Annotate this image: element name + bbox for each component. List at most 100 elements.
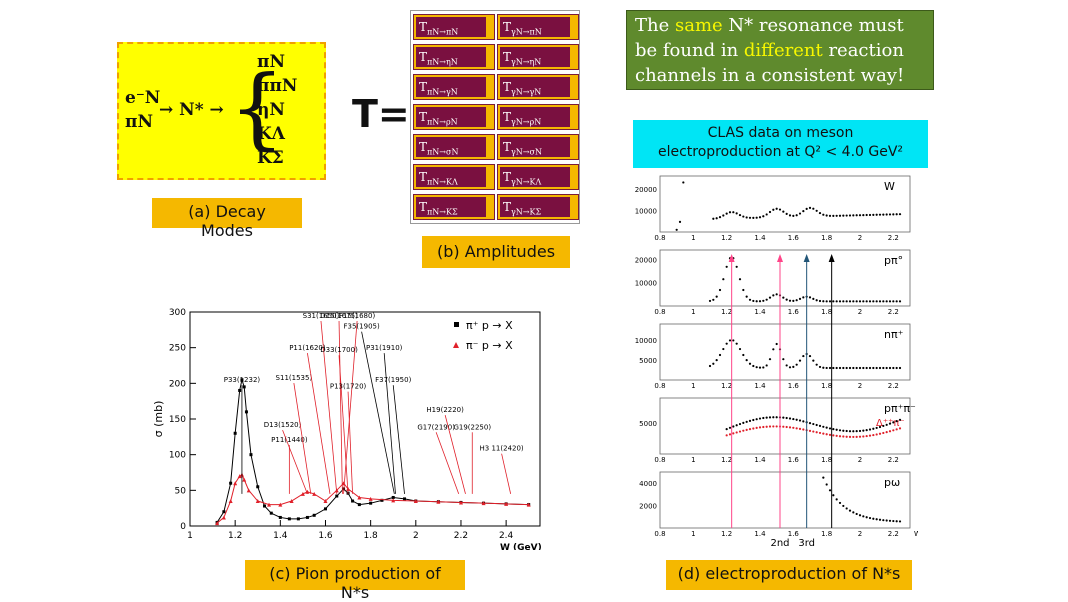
data-point (775, 207, 778, 210)
resonance-label: S11(1535) (276, 374, 313, 382)
panel-x-tick-label: 2.2 (888, 456, 899, 464)
data-point-pi-minus (242, 477, 247, 482)
resonance-label: G17(2190) (417, 423, 455, 431)
resonance-pointer (501, 453, 512, 494)
data-point-pi-minus (233, 481, 238, 486)
data-point (888, 366, 892, 370)
data-point (832, 366, 835, 370)
panel-y-tick-label: 5000 (639, 420, 657, 428)
data-point (862, 300, 865, 303)
data-point (852, 214, 855, 217)
data-point (768, 210, 772, 214)
data-point (802, 210, 805, 213)
panel-label: pω (884, 476, 900, 489)
resonance-marker-arrow (803, 254, 810, 262)
panel-x-tick-label: 1.6 (788, 530, 800, 538)
data-point (872, 517, 875, 520)
data-point (755, 366, 758, 369)
panel-label: pπ° (884, 254, 903, 267)
panel-x-tick-label: 1.4 (754, 308, 766, 316)
panel-x-tick-label: 2 (858, 382, 862, 390)
data-point-delta (845, 435, 848, 438)
data-point (838, 214, 842, 217)
data-point (748, 419, 752, 422)
data-point (835, 366, 838, 370)
data-point (842, 366, 845, 370)
data-point-pi-minus (305, 489, 310, 494)
data-point (745, 216, 748, 219)
panel-y-tick-label: 20000 (635, 186, 657, 194)
data-point-delta (842, 435, 845, 438)
amplitude-label: TγN→ηN (500, 47, 570, 67)
data-point (828, 366, 832, 370)
data-point (758, 417, 762, 420)
x-tick-label: 1.2 (228, 531, 242, 541)
data-point-delta (892, 429, 895, 432)
data-point (875, 366, 878, 370)
data-point-delta (828, 433, 832, 436)
data-point-pi-minus (368, 496, 373, 501)
data-point-delta (852, 435, 855, 439)
resonance-pointer (444, 415, 466, 494)
data-point (882, 519, 885, 522)
data-point (708, 299, 712, 303)
data-point (875, 213, 878, 216)
data-point (868, 213, 872, 217)
data-point (885, 423, 888, 426)
data-point-pi-minus (246, 488, 251, 493)
data-point-pi-minus (267, 502, 272, 507)
panel-x-tick-label: 1.6 (788, 308, 800, 316)
resonance-arrow: → N* → (159, 100, 224, 120)
channel-4: KΣ (257, 148, 284, 168)
panel-x-tick-label: 1.8 (821, 530, 832, 538)
statement-part-2: N* resonance must be found in (635, 15, 904, 61)
resonance-label: F15(1680) (339, 312, 375, 320)
data-point-pi-plus (296, 517, 300, 521)
data-point (838, 300, 842, 303)
data-point (768, 296, 772, 299)
caption-pion-production: (c) Pion production of N*s (245, 560, 465, 602)
data-point (775, 342, 778, 346)
data-point (732, 425, 735, 428)
data-point-delta (765, 425, 768, 428)
decay-modes-box: e⁻N πN → N* → { πN ππN ηN KΛ KΣ (117, 42, 326, 180)
data-point (845, 507, 848, 510)
data-point-pi-plus (238, 388, 242, 392)
data-point-pi-minus (481, 501, 486, 506)
data-point-delta (732, 432, 735, 435)
data-point (718, 216, 722, 219)
data-point (872, 213, 875, 216)
data-point (852, 300, 855, 303)
data-point (812, 359, 815, 362)
channel-3: KΛ (257, 124, 285, 144)
data-point-pi-minus (526, 502, 531, 507)
data-point (858, 214, 862, 217)
panel-x-tick-label: 1.8 (821, 234, 832, 242)
data-point (832, 300, 835, 303)
data-point (895, 366, 898, 370)
panel-x-tick-label: 1.8 (821, 456, 832, 464)
panel-y-tick-label: 10000 (635, 280, 657, 288)
data-point (772, 348, 775, 351)
panel-x-tick-label: 2.2 (888, 530, 899, 538)
data-point-pi-plus (323, 507, 327, 511)
y-tick-label: 300 (169, 308, 186, 318)
data-point (792, 365, 795, 368)
panel-x-tick-label: 2.2 (888, 308, 899, 316)
data-point (825, 300, 828, 303)
data-point (852, 511, 855, 514)
resonance-label: H3 11(2420) (480, 445, 524, 453)
data-point (828, 427, 832, 430)
data-point (755, 418, 758, 421)
statement-highlight-different: different (743, 40, 823, 61)
panel-x-tick-label: 1.6 (788, 456, 800, 464)
resonance-label: S31(1650) (303, 312, 340, 320)
panel-x-tick-label: 1.2 (721, 234, 732, 242)
data-point-delta (815, 431, 818, 434)
data-point (715, 359, 718, 362)
data-point-delta (795, 427, 798, 430)
data-point (728, 339, 732, 342)
channel-2: ηN (257, 100, 285, 120)
data-point-delta (738, 430, 742, 433)
data-point (828, 300, 832, 303)
